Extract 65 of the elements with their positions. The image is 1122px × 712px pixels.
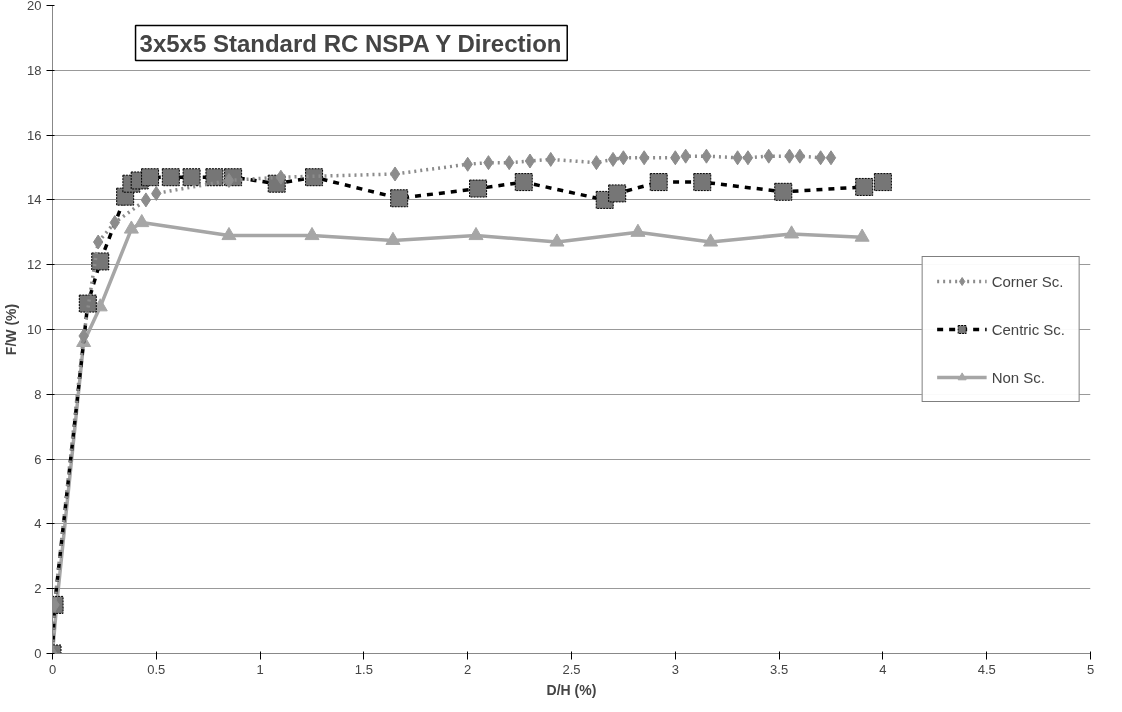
- x-tick-label: 3: [671, 661, 679, 677]
- y-tick-label: 0: [34, 646, 42, 661]
- point: [693, 173, 712, 192]
- point: [140, 192, 152, 208]
- point: [123, 220, 139, 234]
- x-tick-label: 1.5: [354, 661, 373, 677]
- point: [524, 153, 536, 169]
- point: [649, 173, 668, 192]
- point: [855, 177, 874, 196]
- x-tick-label: 2.5: [562, 661, 581, 677]
- point: [784, 225, 800, 239]
- x-tick-label: 4.5: [977, 661, 996, 677]
- point: [389, 166, 401, 182]
- point: [514, 173, 533, 192]
- point: [78, 294, 97, 313]
- point: [182, 168, 201, 187]
- point: [91, 252, 110, 271]
- point: [469, 179, 488, 198]
- point: [825, 150, 837, 166]
- x-tick-label: 0.5: [147, 661, 166, 677]
- point: [854, 228, 870, 242]
- y-tick-label: 8: [34, 386, 42, 402]
- x-tick-label: 5: [1086, 661, 1095, 677]
- y-tick-label: 12: [27, 257, 42, 273]
- point: [141, 168, 160, 187]
- text: 3x5x5 Standard RC NSPA Y Direction: [139, 29, 562, 57]
- point: [873, 173, 892, 192]
- point: [742, 150, 754, 166]
- y-tick-label: 14: [27, 192, 42, 208]
- x-tick-label: 0: [48, 661, 57, 677]
- x-tick-label: 2: [464, 661, 472, 677]
- y-tick-label: 16: [27, 127, 42, 143]
- legend-label: Corner Sc.: [991, 272, 1064, 290]
- point: [305, 168, 324, 187]
- legend-label: Centric Sc.: [991, 320, 1065, 338]
- point: [630, 223, 646, 237]
- x-tick-label: 3.5: [770, 661, 789, 677]
- point: [390, 189, 409, 208]
- point: [468, 226, 484, 241]
- legend-label: Non Sc.: [991, 368, 1045, 386]
- point: [385, 231, 401, 245]
- point: [608, 184, 627, 203]
- point: [638, 150, 650, 166]
- y-tick-label: 2: [34, 581, 42, 597]
- y-tick-label: 10: [27, 322, 42, 337]
- y-tick-label: 6: [34, 451, 42, 467]
- x-tick-label: 4: [879, 661, 887, 677]
- x-tick-label: 1: [256, 661, 264, 677]
- x-axis-title: D/H (%): [546, 681, 597, 698]
- point: [223, 172, 235, 188]
- point: [703, 233, 719, 247]
- point: [794, 148, 806, 164]
- point: [161, 168, 180, 187]
- point: [549, 233, 565, 247]
- point: [275, 169, 287, 185]
- point: [221, 226, 237, 241]
- point: [205, 168, 224, 187]
- point: [304, 226, 320, 241]
- point: [774, 182, 793, 201]
- point: [607, 151, 619, 167]
- point: [134, 214, 150, 228]
- y-tick-label: 18: [27, 62, 42, 78]
- y-axis-title: F/W (%): [3, 303, 20, 356]
- y-tick-label: 20: [27, 0, 42, 13]
- y-tick-label: 4: [34, 516, 42, 532]
